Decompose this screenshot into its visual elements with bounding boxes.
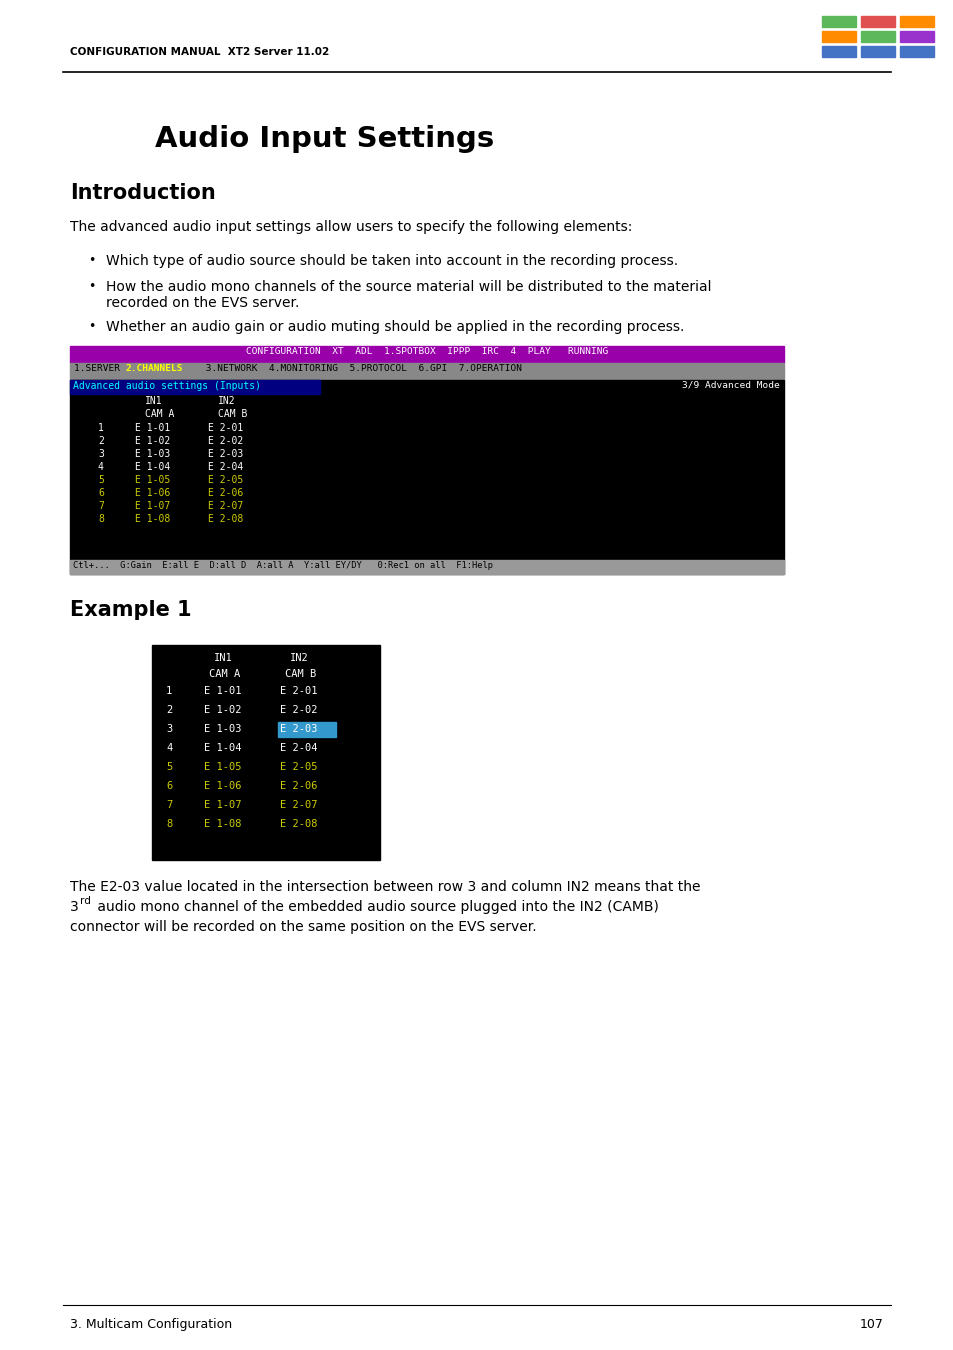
Text: 1: 1 [166,686,172,697]
Text: CAM A: CAM A [209,670,240,679]
Text: E 2-04: E 2-04 [208,462,243,472]
Bar [899,46,933,57]
Text: CAM B: CAM B [285,670,315,679]
Text: recorded on the EVS server.: recorded on the EVS server. [106,296,299,310]
Text: IN2: IN2 [218,396,235,406]
Bar [821,46,855,57]
Bar [899,16,933,27]
Text: E 1-08: E 1-08 [135,514,170,524]
Text: E 1-02: E 1-02 [204,705,241,716]
Text: 6: 6 [166,782,172,791]
Text: 3: 3 [166,724,172,734]
Text: E 1-02: E 1-02 [135,436,170,446]
Text: 107: 107 [860,1318,883,1331]
Text: E 1-05: E 1-05 [135,475,170,485]
Text: E 1-03: E 1-03 [135,450,170,459]
Text: The E2-03 value located in the intersection between row 3 and column IN2 means t: The E2-03 value located in the intersect… [70,880,700,894]
Bar [70,379,783,574]
Text: 3. Multicam Configuration: 3. Multicam Configuration [70,1318,232,1331]
Bar [821,16,855,27]
Text: 5: 5 [166,761,172,772]
Text: E 2-05: E 2-05 [208,475,243,485]
Bar [861,46,894,57]
Text: E 1-05: E 1-05 [204,761,241,772]
Text: IN1: IN1 [213,653,233,663]
Text: CONFIGURATION MANUAL  XT2 Server 11.02: CONFIGURATION MANUAL XT2 Server 11.02 [70,47,329,57]
Text: 5: 5 [98,475,104,485]
Text: E 2-07: E 2-07 [280,801,317,810]
Text: E 2-08: E 2-08 [208,514,243,524]
Bar [70,346,783,363]
Text: 4: 4 [98,462,104,472]
Text: •: • [88,254,95,267]
Text: IN1: IN1 [145,396,162,406]
Text: 1: 1 [98,423,104,433]
Text: Which type of audio source should be taken into account in the recording process: Which type of audio source should be tak… [106,254,678,269]
Text: 3.NETWORK  4.MONITORING  5.PROTOCOL  6.GPI  7.OPERATION: 3.NETWORK 4.MONITORING 5.PROTOCOL 6.GPI … [200,364,521,373]
Text: E 2-08: E 2-08 [280,819,317,829]
Text: 6: 6 [98,487,104,498]
Text: How the audio mono channels of the source material will be distributed to the ma: How the audio mono channels of the sourc… [106,279,711,294]
Text: CAM A: CAM A [145,409,174,418]
Text: •: • [88,279,95,293]
Text: 2: 2 [98,436,104,446]
Text: Example 1: Example 1 [70,599,192,620]
Bar [861,31,894,42]
Text: 1.SERVER: 1.SERVER [74,364,126,373]
Text: 7: 7 [98,501,104,512]
Text: •: • [88,320,95,333]
Text: E 1-08: E 1-08 [204,819,241,829]
Bar [821,31,855,42]
Text: E 2-03: E 2-03 [280,724,317,734]
Bar [152,645,379,860]
Text: The advanced audio input settings allow users to specify the following elements:: The advanced audio input settings allow … [70,220,632,234]
Text: E 1-06: E 1-06 [204,782,241,791]
Text: audio mono channel of the embedded audio source plugged into the IN2 (CAMB): audio mono channel of the embedded audio… [92,900,659,914]
Text: E 2-07: E 2-07 [208,501,243,512]
Text: E 2-06: E 2-06 [208,487,243,498]
Text: E 1-06: E 1-06 [135,487,170,498]
Text: E 2-02: E 2-02 [208,436,243,446]
Text: E 1-03: E 1-03 [204,724,241,734]
Text: 3/9 Advanced Mode: 3/9 Advanced Mode [681,381,780,390]
Text: 8: 8 [166,819,172,829]
Text: IN2: IN2 [290,653,309,663]
Bar [70,379,319,394]
Text: 2.CHANNELS: 2.CHANNELS [126,364,183,373]
Text: CONFIGURATION  XT  ADL  1.SPOTBOX  IPPP  IRC  4  PLAY   RUNNING: CONFIGURATION XT ADL 1.SPOTBOX IPPP IRC … [246,347,607,356]
Text: E 2-05: E 2-05 [280,761,317,772]
Text: Audio Input Settings: Audio Input Settings [154,126,494,153]
Text: 7: 7 [166,801,172,810]
Text: E 1-04: E 1-04 [204,743,241,753]
Bar [277,722,335,737]
Text: connector will be recorded on the same position on the EVS server.: connector will be recorded on the same p… [70,919,536,934]
Text: E 2-01: E 2-01 [280,686,317,697]
Text: E 1-07: E 1-07 [204,801,241,810]
Text: E 2-03: E 2-03 [208,450,243,459]
Text: 8: 8 [98,514,104,524]
Text: 2: 2 [166,705,172,716]
Text: E 1-01: E 1-01 [204,686,241,697]
Bar [899,31,933,42]
Text: Advanced audio settings (Inputs): Advanced audio settings (Inputs) [73,381,261,392]
Text: Introduction: Introduction [70,184,215,202]
Text: 3: 3 [70,900,79,914]
Bar [70,560,783,574]
Text: E 1-07: E 1-07 [135,501,170,512]
Text: 3: 3 [98,450,104,459]
Text: CAM B: CAM B [218,409,247,418]
Text: E 2-04: E 2-04 [280,743,317,753]
Text: Ctl+...  G:Gain  E:all E  D:all D  A:all A  Y:all EY/DY   0:Rec1 on all  F1:Help: Ctl+... G:Gain E:all E D:all D A:all A Y… [73,562,493,570]
Bar [861,16,894,27]
Bar [70,363,783,379]
Text: E 2-02: E 2-02 [280,705,317,716]
Text: E 2-06: E 2-06 [280,782,317,791]
Text: E 1-04: E 1-04 [135,462,170,472]
Text: Whether an audio gain or audio muting should be applied in the recording process: Whether an audio gain or audio muting sh… [106,320,683,333]
Text: E 2-01: E 2-01 [208,423,243,433]
Text: E 1-01: E 1-01 [135,423,170,433]
Text: 4: 4 [166,743,172,753]
Text: rd: rd [80,896,91,906]
